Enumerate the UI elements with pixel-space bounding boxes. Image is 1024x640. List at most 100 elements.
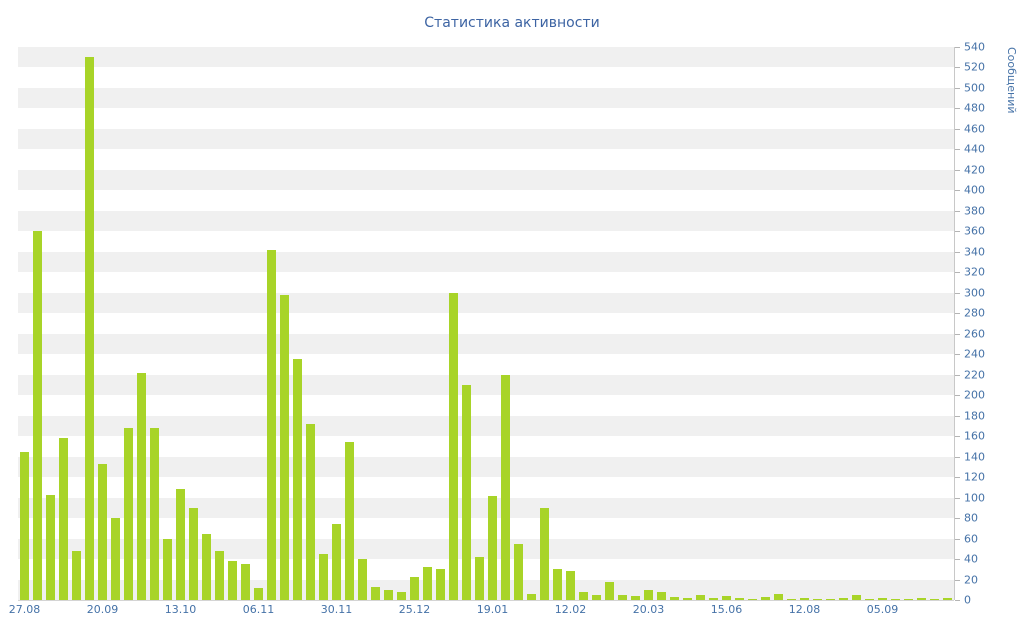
bar[interactable] (475, 557, 484, 600)
bar[interactable] (761, 596, 770, 600)
bar[interactable] (800, 597, 809, 600)
grid-band (18, 313, 954, 334)
bar[interactable] (436, 569, 445, 600)
bar[interactable] (618, 594, 627, 600)
plot-area (18, 47, 954, 601)
bar[interactable] (150, 427, 159, 600)
bar[interactable] (696, 594, 705, 600)
grid-band (18, 579, 954, 600)
x-axis-tick-label: 12.02 (554, 603, 587, 616)
bar[interactable] (813, 598, 822, 600)
y-axis-tick (955, 251, 960, 253)
bar[interactable] (72, 550, 81, 600)
bar[interactable] (852, 594, 861, 600)
y-axis-tick-label: 360 (964, 224, 985, 238)
bar[interactable] (137, 372, 146, 600)
bar[interactable] (202, 534, 211, 600)
bar[interactable] (85, 57, 94, 600)
bar[interactable] (397, 591, 406, 600)
bar[interactable] (488, 495, 497, 600)
bar[interactable] (423, 567, 432, 600)
bar[interactable] (943, 597, 952, 600)
bar[interactable] (839, 597, 848, 600)
bar[interactable] (826, 598, 835, 600)
bar[interactable] (46, 494, 55, 600)
grid-band (18, 251, 954, 273)
y-axis-tick-label: 20 (964, 573, 978, 587)
bar[interactable] (917, 597, 926, 600)
bar[interactable] (865, 598, 874, 600)
bar[interactable] (124, 427, 133, 600)
bar[interactable] (735, 597, 744, 600)
bar[interactable] (527, 593, 536, 600)
grid-band (18, 497, 954, 519)
bar[interactable] (59, 438, 68, 600)
grid-band (18, 169, 954, 191)
bar[interactable] (657, 591, 666, 600)
bar[interactable] (774, 593, 783, 600)
bar[interactable] (280, 294, 289, 600)
y-axis-tick (955, 436, 960, 438)
bar[interactable] (371, 586, 380, 600)
y-axis-tick (955, 169, 960, 171)
bar[interactable] (579, 591, 588, 600)
bar[interactable] (644, 589, 653, 600)
bar[interactable] (345, 442, 354, 600)
bar[interactable] (332, 524, 341, 600)
bar[interactable] (566, 571, 575, 600)
bar[interactable] (228, 561, 237, 600)
bar[interactable] (683, 597, 692, 600)
bar[interactable] (163, 538, 172, 600)
bar[interactable] (98, 463, 107, 600)
bar[interactable] (20, 451, 29, 600)
grid-band (18, 47, 954, 68)
bar[interactable] (722, 595, 731, 600)
bar[interactable] (787, 598, 796, 600)
bar[interactable] (501, 374, 510, 600)
bar[interactable] (605, 581, 614, 600)
bar[interactable] (553, 569, 562, 600)
bar[interactable] (111, 518, 120, 600)
y-axis-tick (955, 559, 960, 561)
bar[interactable] (930, 598, 939, 600)
bar[interactable] (306, 423, 315, 600)
y-axis-tick-label: 480 (964, 101, 985, 115)
x-axis-tick-label: 15.06 (710, 603, 743, 616)
bar[interactable] (254, 587, 263, 600)
bar[interactable] (33, 231, 42, 600)
bar[interactable] (592, 594, 601, 600)
y-axis-tick-label: 100 (964, 491, 985, 505)
y-axis-tick (955, 415, 960, 417)
bar[interactable] (293, 359, 302, 600)
bar[interactable] (358, 559, 367, 600)
y-axis-tick-label: 300 (964, 286, 985, 300)
bar[interactable] (189, 507, 198, 600)
grid-band (18, 395, 954, 416)
y-axis-tick (955, 231, 960, 233)
bar[interactable] (319, 553, 328, 600)
bar[interactable] (748, 598, 757, 600)
bar[interactable] (384, 589, 393, 600)
bar[interactable] (410, 577, 419, 600)
bar[interactable] (449, 292, 458, 600)
bar[interactable] (215, 550, 224, 600)
bar[interactable] (462, 384, 471, 600)
bar[interactable] (631, 595, 640, 600)
grid-band (18, 456, 954, 478)
y-axis-tick-label: 440 (964, 142, 985, 156)
bar[interactable] (540, 507, 549, 600)
bar[interactable] (176, 489, 185, 600)
bar[interactable] (878, 597, 887, 600)
bar[interactable] (709, 597, 718, 600)
bar[interactable] (891, 598, 900, 600)
bar[interactable] (514, 543, 523, 600)
y-axis-tick (955, 456, 960, 458)
bar[interactable] (241, 564, 250, 600)
bar[interactable] (267, 249, 276, 600)
y-axis-tick-label: 280 (964, 306, 985, 320)
bar[interactable] (904, 598, 913, 600)
bar[interactable] (670, 596, 679, 600)
y-axis-tick (955, 477, 960, 479)
y-axis-tick-label: 80 (964, 511, 978, 525)
grid-band (18, 518, 954, 539)
